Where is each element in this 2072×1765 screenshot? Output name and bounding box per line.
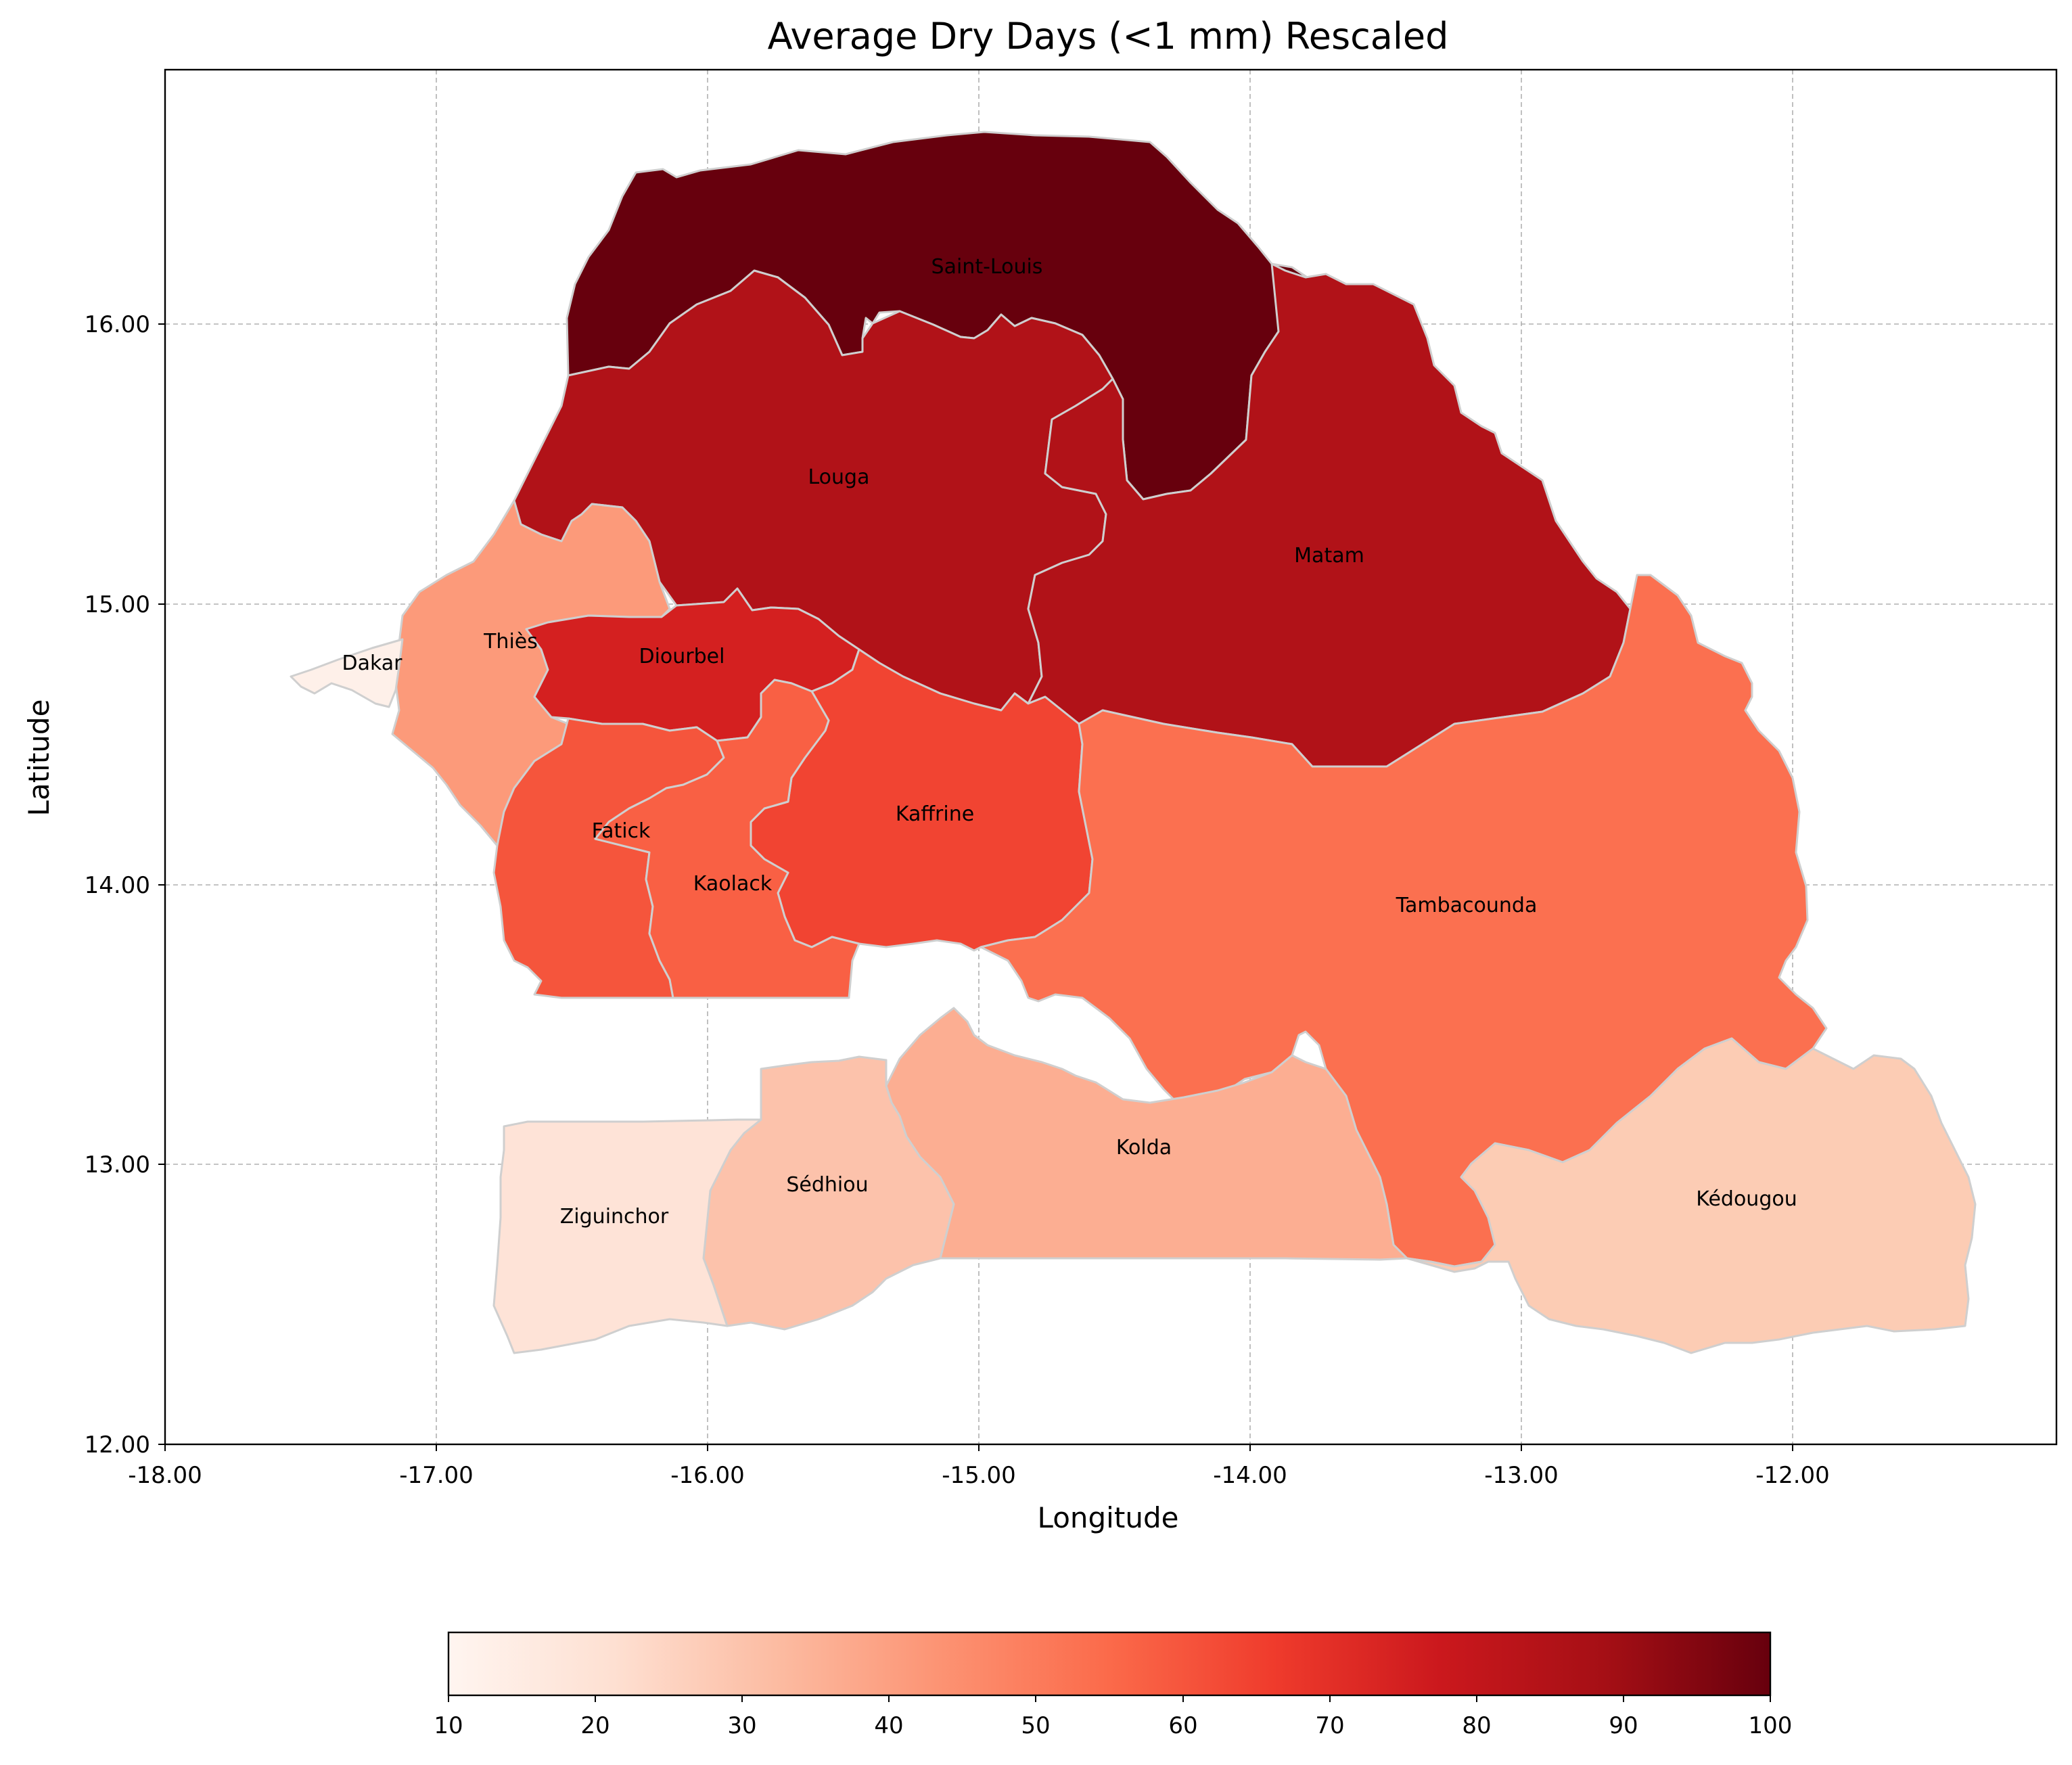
x-axis: -18.00 -17.00 -16.00 -15.00 -14.00 -13.0… <box>128 1444 1830 1534</box>
plot-frame <box>164 68 2058 1446</box>
y-axis-label: Latitude <box>22 700 55 817</box>
colorbar-tick-label: 50 <box>1021 1712 1050 1739</box>
region-label: Matam <box>1294 544 1364 568</box>
region-label: Kaolack <box>693 872 773 896</box>
region-label: Sédhiou <box>786 1173 868 1197</box>
colorbar-gradient <box>447 1631 1772 1697</box>
colorbar-tick-label: 80 <box>1462 1712 1491 1739</box>
region-dakar[interactable] <box>290 638 404 708</box>
colorbar-tick-label: 40 <box>874 1712 903 1739</box>
colorbar-tick-label: 30 <box>727 1712 756 1739</box>
y-tick-label: 12.00 <box>85 1431 150 1459</box>
x-axis-label: Longitude <box>1038 1501 1179 1534</box>
region-label: Kolda <box>1116 1136 1172 1160</box>
region-label: Fatick <box>592 819 651 843</box>
x-tick-label: -17.00 <box>399 1462 474 1489</box>
x-tick-label: -15.00 <box>942 1462 1016 1489</box>
y-tick-label: 14.00 <box>85 872 150 899</box>
region-label: Saint-Louis <box>931 255 1043 279</box>
region-labels: Saint-Louis Louga Matam Diourbel Kaffrin… <box>342 255 1797 1229</box>
region-label: Tambacounda <box>1396 894 1538 917</box>
colorbar: 10 20 30 40 50 60 70 80 90 100 <box>434 1631 1793 1739</box>
y-tick-label: 13.00 <box>85 1151 150 1178</box>
colorbar-tick-label: 10 <box>434 1712 463 1739</box>
region-kedougou[interactable] <box>1406 1037 1977 1354</box>
y-tick-label: 16.00 <box>85 311 150 338</box>
colorbar-tick-label: 100 <box>1749 1712 1793 1739</box>
regions <box>290 131 1977 1354</box>
chart-title: Average Dry Days (<1 mm) Rescaled <box>768 15 1449 58</box>
x-tick-label: -16.00 <box>670 1462 745 1489</box>
x-tick-label: -14.00 <box>1213 1462 1287 1489</box>
x-tick-label: -13.00 <box>1484 1462 1559 1489</box>
colorbar-tick-label: 20 <box>580 1712 609 1739</box>
y-tick-label: 15.00 <box>85 591 150 618</box>
region-ziguinchor[interactable] <box>492 1118 762 1354</box>
region-label: Thiès <box>483 630 538 654</box>
region-label: Diourbel <box>639 645 725 668</box>
region-label: Kaffrine <box>896 802 974 826</box>
region-label: Dakar <box>342 651 402 675</box>
x-tick-label: -12.00 <box>1755 1462 1830 1489</box>
colorbar-tick-label: 70 <box>1315 1712 1344 1739</box>
region-label: Ziguinchor <box>560 1205 669 1229</box>
y-axis: 12.00 13.00 14.00 15.00 16.00 Latitude <box>22 311 165 1459</box>
x-tick-label: -18.00 <box>128 1462 202 1489</box>
colorbar-tick-label: 90 <box>1609 1712 1638 1739</box>
region-label: Kédougou <box>1696 1187 1797 1211</box>
region-label: Louga <box>808 465 870 489</box>
colorbar-tick-label: 60 <box>1168 1712 1197 1739</box>
region-kaolack[interactable] <box>594 679 860 999</box>
